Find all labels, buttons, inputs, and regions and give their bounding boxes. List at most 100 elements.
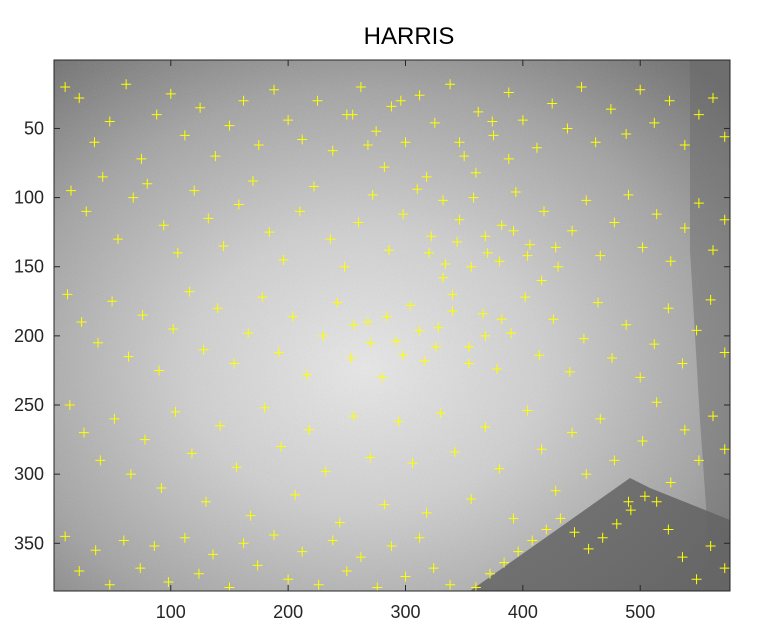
- corner-marker: [168, 323, 179, 334]
- corner-marker: [595, 413, 606, 424]
- corner-marker: [536, 275, 547, 286]
- corner-marker: [238, 538, 249, 549]
- corner-marker: [78, 427, 89, 438]
- corner-marker: [121, 79, 132, 90]
- corner-marker: [663, 524, 674, 535]
- corner-marker: [93, 337, 104, 348]
- corner-marker: [90, 545, 101, 556]
- corner-marker: [677, 358, 688, 369]
- corner-marker: [524, 239, 535, 250]
- corner-marker: [482, 247, 493, 258]
- corner-marker: [297, 134, 308, 145]
- corner-marker: [499, 557, 510, 568]
- corner-marker: [503, 87, 514, 98]
- corner-marker: [278, 254, 289, 265]
- corner-markers: [60, 79, 730, 591]
- corner-marker: [567, 427, 578, 438]
- dark-diagonal-edge: [470, 478, 730, 591]
- corner-marker: [386, 101, 397, 112]
- corner-marker: [405, 300, 416, 311]
- plot-area: [54, 60, 730, 591]
- corner-marker: [398, 350, 409, 361]
- corner-marker: [379, 162, 390, 173]
- corner-marker: [510, 187, 521, 198]
- corner-marker: [353, 217, 364, 228]
- corner-marker: [719, 444, 730, 455]
- corner-marker: [693, 198, 704, 209]
- corner-marker: [208, 549, 219, 560]
- corner-marker: [400, 571, 411, 582]
- y-tick-label: 250: [14, 395, 44, 415]
- corner-marker: [325, 234, 336, 245]
- corner-marker: [423, 247, 434, 258]
- corner-marker: [365, 452, 376, 463]
- corner-marker: [637, 435, 648, 446]
- corner-marker: [621, 319, 632, 330]
- corner-marker: [421, 171, 432, 182]
- corner-marker: [312, 95, 323, 106]
- corner-marker: [429, 117, 440, 128]
- axes-box: [53, 59, 731, 592]
- corner-marker: [118, 535, 129, 546]
- corner-marker: [705, 541, 716, 552]
- corner-marker: [440, 258, 451, 269]
- corner-marker: [247, 175, 258, 186]
- corner-marker: [233, 199, 244, 210]
- corner-marker: [341, 565, 352, 576]
- x-tick-label: 200: [273, 602, 303, 622]
- corner-marker: [137, 310, 148, 321]
- corner-marker: [327, 145, 338, 156]
- corner-marker: [583, 543, 594, 554]
- corner-marker: [651, 209, 662, 220]
- corner-marker: [287, 311, 298, 322]
- corner-marker: [231, 462, 242, 473]
- corner-marker: [463, 358, 474, 369]
- corner-marker: [663, 303, 674, 314]
- corner-marker: [480, 231, 491, 242]
- corner-marker: [665, 477, 676, 488]
- corner-marker: [189, 185, 200, 196]
- corner-marker: [253, 140, 264, 151]
- corner-marker: [611, 518, 622, 529]
- corner-marker: [76, 317, 87, 328]
- corner-marker: [224, 120, 235, 131]
- corner-marker: [283, 574, 294, 585]
- corner-marker: [362, 140, 373, 151]
- corner-marker: [414, 90, 425, 101]
- corner-marker: [562, 123, 573, 134]
- corner-marker: [398, 209, 409, 220]
- corner-marker: [212, 303, 223, 314]
- corner-marker: [74, 565, 85, 576]
- corner-marker: [522, 405, 533, 416]
- corner-marker: [393, 416, 404, 427]
- corner-marker: [136, 153, 147, 164]
- corner-marker: [179, 130, 190, 141]
- corner-marker: [332, 297, 343, 308]
- corner-marker: [142, 178, 153, 189]
- corner-marker: [677, 552, 688, 563]
- corner-marker: [555, 513, 566, 524]
- corner-marker: [534, 350, 545, 361]
- corner-marker: [550, 242, 561, 253]
- corner-marker: [252, 560, 263, 571]
- corner-marker: [273, 347, 284, 358]
- corner-marker: [125, 469, 136, 480]
- corner-marker: [468, 192, 479, 203]
- corner-marker: [597, 532, 608, 543]
- corner-marker: [609, 217, 620, 228]
- corner-marker: [276, 441, 287, 452]
- corner-marker: [362, 317, 373, 328]
- corner-marker: [297, 546, 308, 557]
- corner-marker: [348, 319, 359, 330]
- corner-marker: [449, 447, 460, 458]
- corner-marker: [463, 341, 474, 352]
- y-tick-label: 200: [14, 326, 44, 346]
- corner-marker: [428, 563, 439, 574]
- corner-marker: [320, 466, 331, 477]
- corner-marker: [151, 109, 162, 120]
- corner-marker: [522, 250, 533, 261]
- corner-marker: [301, 369, 312, 380]
- corner-marker: [445, 579, 456, 590]
- corner-marker: [609, 455, 620, 466]
- corner-marker: [318, 330, 329, 341]
